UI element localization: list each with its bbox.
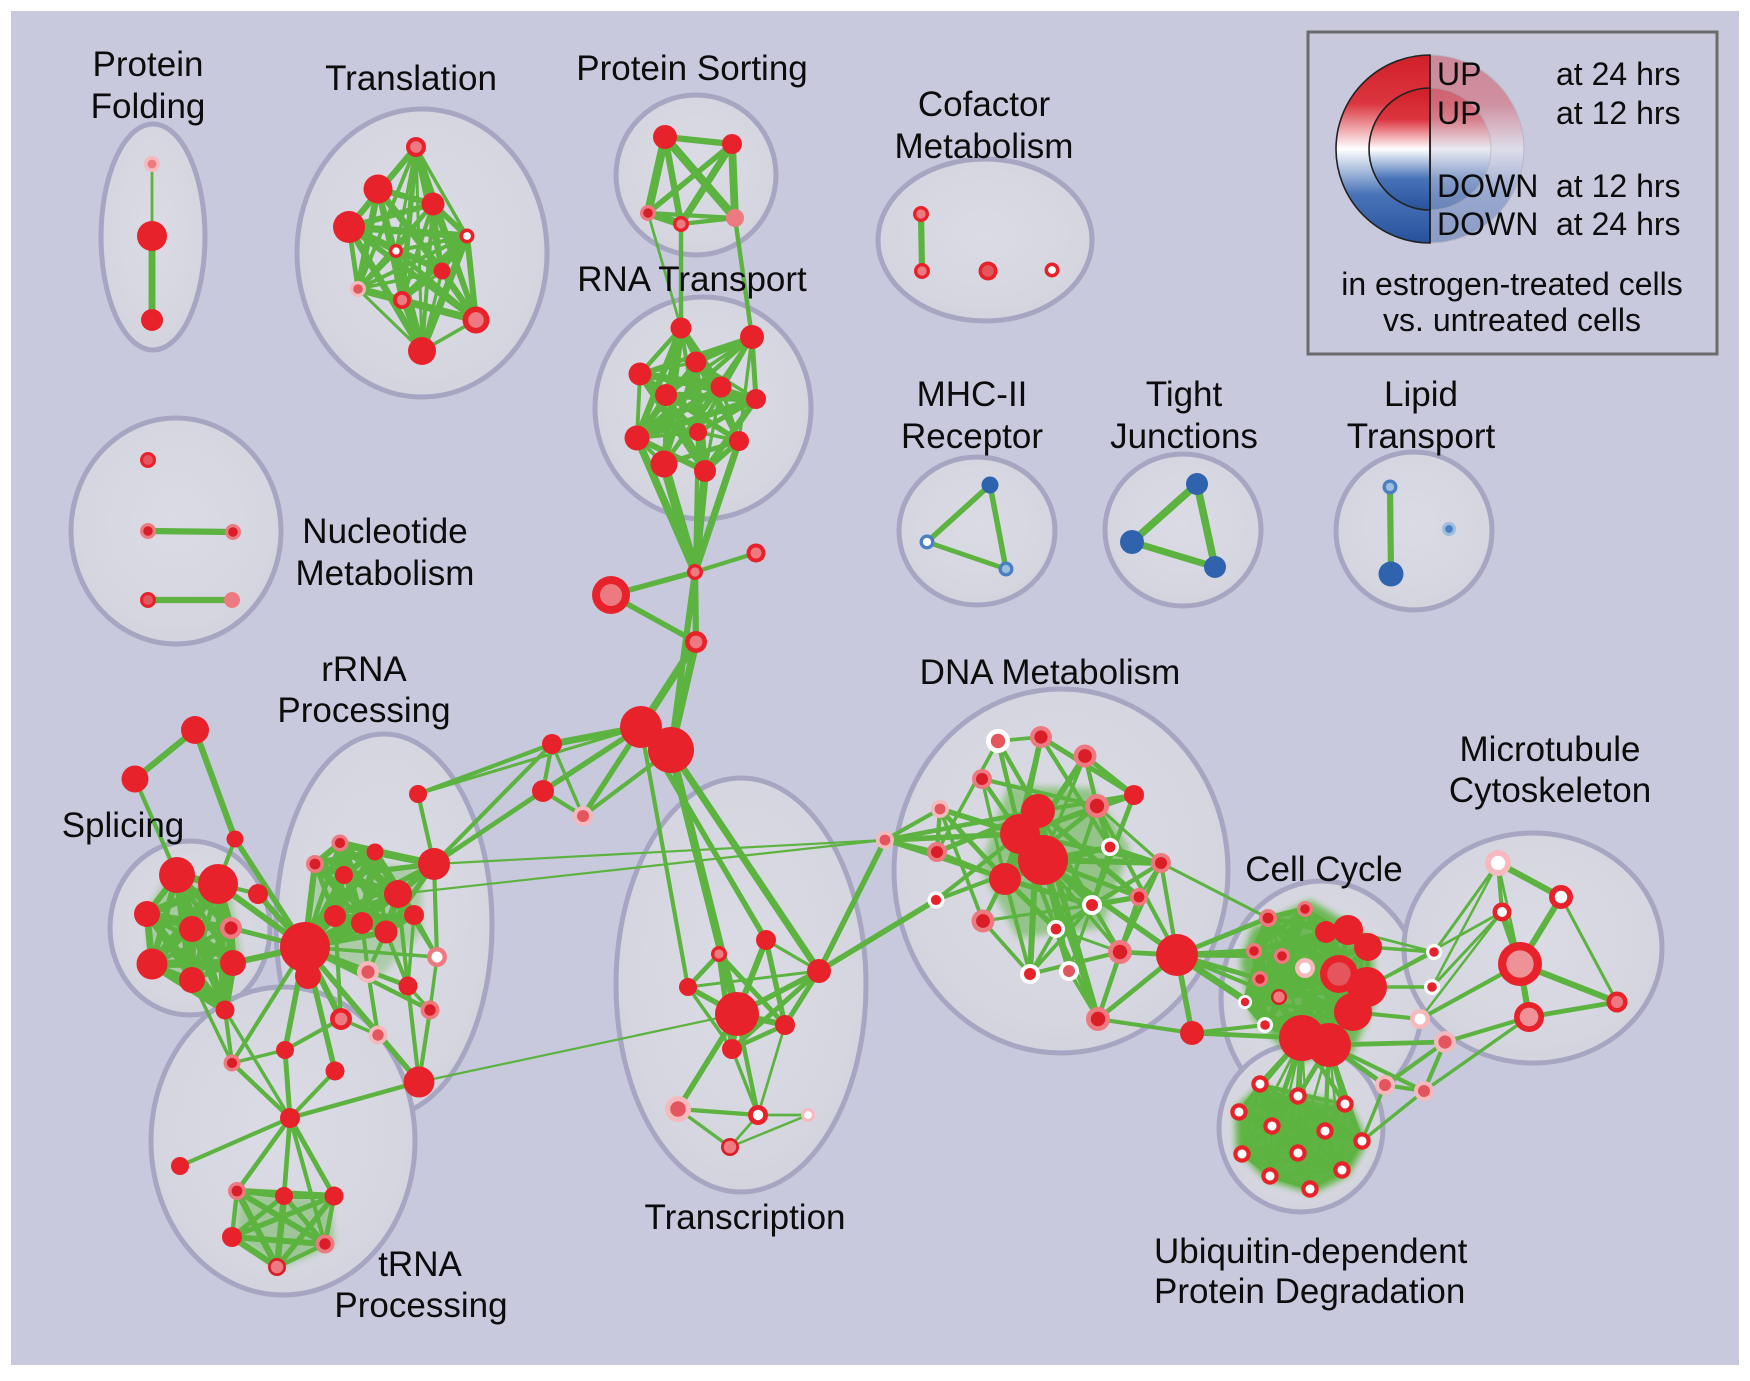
svg-text:Tight: Tight [1146,375,1223,414]
svg-text:Nucleotide: Nucleotide [302,512,467,551]
svg-text:in estrogen-treated cells: in estrogen-treated cells [1341,266,1683,302]
svg-text:at 24 hrs: at 24 hrs [1556,56,1681,92]
svg-text:rRNA: rRNA [321,650,407,689]
svg-text:UP: UP [1437,95,1481,131]
svg-text:Processing: Processing [277,691,450,730]
svg-text:Processing: Processing [334,1286,507,1325]
svg-text:Folding: Folding [91,87,206,126]
svg-text:tRNA: tRNA [378,1245,462,1284]
svg-text:Cytoskeleton: Cytoskeleton [1449,771,1651,810]
svg-text:Protein Degradation: Protein Degradation [1154,1272,1465,1311]
svg-text:Protein Sorting: Protein Sorting [576,49,808,88]
svg-text:vs. untreated cells: vs. untreated cells [1383,302,1641,338]
svg-text:Metabolism: Metabolism [296,554,475,593]
svg-text:Transcription: Transcription [645,1198,846,1237]
svg-text:Cell Cycle: Cell Cycle [1245,850,1403,889]
svg-text:Metabolism: Metabolism [895,127,1074,166]
svg-text:Microtubule: Microtubule [1460,730,1641,769]
svg-text:Ubiquitin-dependent: Ubiquitin-dependent [1154,1232,1468,1271]
svg-text:Cofactor: Cofactor [918,85,1051,124]
svg-text:Lipid: Lipid [1384,375,1458,414]
svg-text:DOWN: DOWN [1437,206,1538,242]
svg-text:Splicing: Splicing [62,806,185,845]
svg-text:Receptor: Receptor [901,417,1043,456]
svg-text:Transport: Transport [1347,417,1496,456]
svg-text:RNA Transport: RNA Transport [577,260,807,299]
svg-text:DNA Metabolism: DNA Metabolism [920,653,1181,692]
svg-text:Protein: Protein [93,45,204,84]
svg-text:at 12 hrs: at 12 hrs [1556,95,1681,131]
svg-text:UP: UP [1437,56,1481,92]
svg-text:at 12 hrs: at 12 hrs [1556,168,1681,204]
svg-text:Junctions: Junctions [1110,417,1258,456]
svg-text:Translation: Translation [325,59,497,98]
svg-text:DOWN: DOWN [1437,168,1538,204]
svg-text:MHC-II: MHC-II [917,375,1028,414]
svg-text:at 24 hrs: at 24 hrs [1556,206,1681,242]
